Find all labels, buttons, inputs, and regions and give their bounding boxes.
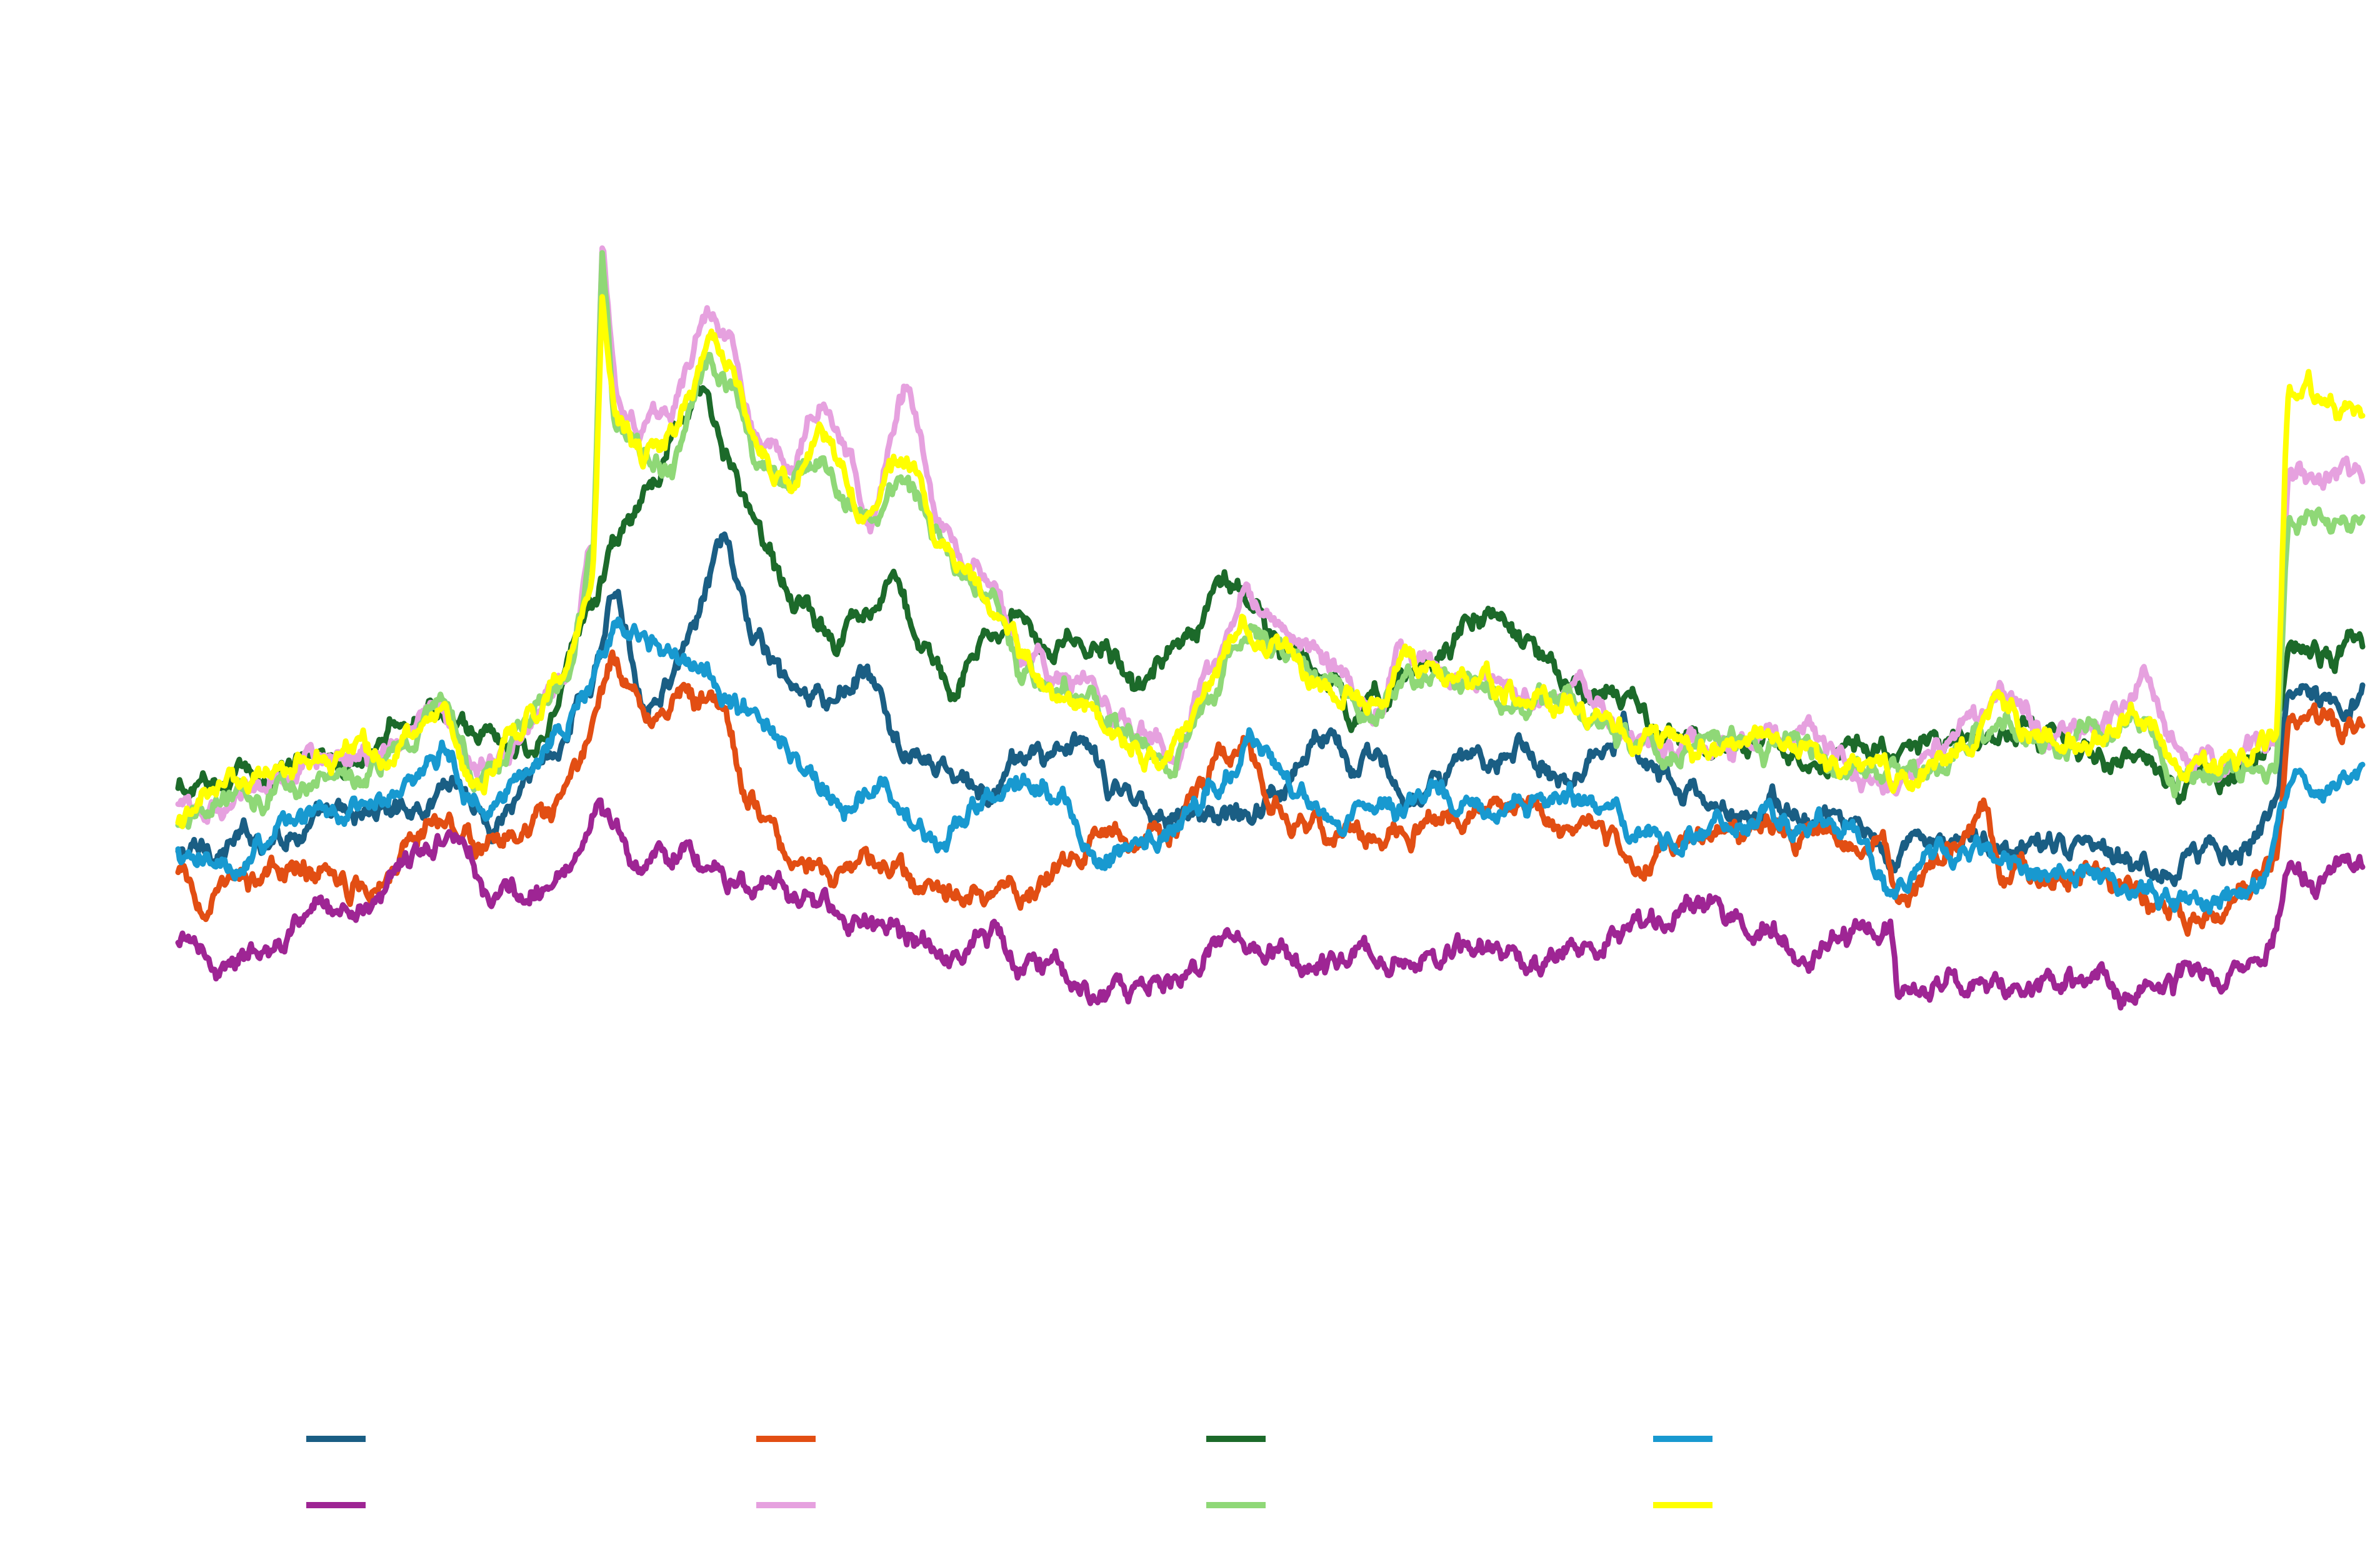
series-line-5 [175, 797, 2366, 1011]
series-line-4 [175, 616, 2366, 915]
legend [306, 1436, 1712, 1508]
series-line-2 [175, 649, 2366, 937]
series-line-1 [175, 531, 2366, 888]
series-line-3 [175, 385, 2366, 805]
series-line-8 [175, 294, 2366, 829]
series-layer [175, 245, 2366, 1011]
